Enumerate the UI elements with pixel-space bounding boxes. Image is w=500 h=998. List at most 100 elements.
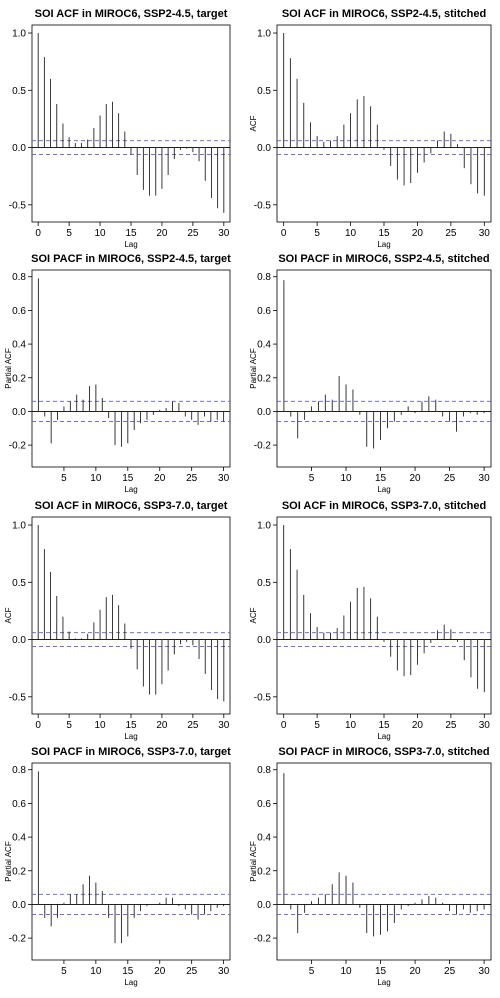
plot-frame [31,516,231,715]
chart-title: SOI ACF in MIROC6, SSP2-4.5, stitched [282,8,486,20]
x-tick-label: 30 [218,228,230,239]
x-tick-label: 30 [479,473,491,484]
y-tick-label: 0.6 [257,799,271,810]
x-tick-label: 0 [281,228,287,239]
x-tick-label: 20 [156,228,168,239]
y-tick-label: -0.2 [9,441,27,452]
x-tick-label: 15 [378,720,390,731]
x-tick-label: 15 [125,720,137,731]
x-axis-label: Lag [124,978,137,987]
x-tick-label: 10 [90,966,102,977]
chart-title: SOI ACF in MIROC6, SSP3-7.0, target [35,500,228,512]
y-tick-label: 0.0 [257,143,271,154]
x-tick-label: 30 [479,720,491,731]
x-tick-label: 25 [187,720,199,731]
plot-frame [276,516,492,715]
y-tick-label: -0.5 [254,200,272,211]
y-tick-label: 0.0 [12,635,26,646]
chart-title: SOI PACF in MIROC6, SSP2-4.5, stitched [278,253,489,265]
y-tick-label: -0.2 [254,441,272,452]
x-tick-label: 25 [444,966,456,977]
x-tick-label: 15 [122,966,134,977]
y-tick-label: 0.6 [12,306,26,317]
plot-frame [276,762,492,961]
y-tick-label: 0.6 [12,799,26,810]
y-axis-label: ACF [4,607,13,623]
y-axis-label: Partial ACF [249,348,258,389]
chart-panel-2: SOI ACF in MIROC6, SSP2-4.5, stitched 0 5 1… [249,8,492,249]
x-tick-label: 0 [35,228,41,239]
x-tick-label: 15 [375,966,387,977]
x-tick-label: 20 [154,966,166,977]
y-tick-label: 0.2 [12,373,26,384]
y-tick-label: 0.8 [257,272,271,283]
y-tick-label: 0.4 [12,833,26,844]
chart-title: SOI PACF in MIROC6, SSP3-7.0, stitched [278,746,489,758]
plot-frame [276,269,492,468]
x-tick-label: 25 [186,473,198,484]
y-axis-label: Partial ACF [249,841,258,882]
y-tick-label: 0.0 [257,635,271,646]
x-tick-label: 10 [340,473,352,484]
x-tick-label: 20 [412,720,424,731]
y-tick-label: 0.0 [257,407,271,418]
chart-title: SOI ACF in MIROC6, SSP2-4.5, target [35,8,228,20]
y-tick-label: 0.8 [257,765,271,776]
y-axis-label: Partial ACF [4,841,13,882]
x-tick-label: 25 [187,228,199,239]
x-axis-label: Lag [124,485,137,494]
x-tick-label: 30 [218,720,230,731]
y-tick-label: 0.4 [257,833,271,844]
chart-panel-4: SOI PACF in MIROC6, SSP2-4.5, stitched 5 1… [249,253,492,494]
x-tick-label: 10 [95,720,107,731]
x-tick-label: 30 [479,228,491,239]
chart-title: SOI ACF in MIROC6, SSP3-7.0, stitched [282,500,486,512]
x-tick-label: 15 [122,473,134,484]
x-tick-label: 0 [281,720,287,731]
y-tick-label: -0.5 [254,692,272,703]
x-tick-label: 5 [309,966,315,977]
x-tick-label: 5 [61,966,67,977]
chart-panel-8: SOI PACF in MIROC6, SSP3-7.0, stitched 5 1… [249,746,492,987]
plot-frame [276,24,492,223]
x-tick-label: 15 [375,473,387,484]
x-tick-label: 20 [410,966,422,977]
x-tick-label: 15 [125,228,137,239]
y-tick-label: 0.8 [12,272,26,283]
x-tick-label: 15 [378,228,390,239]
y-tick-label: 1.0 [12,29,26,40]
x-axis-label: Lag [124,240,137,249]
chart-panel-5: SOI ACF in MIROC6, SSP3-7.0, target 0 5 10 1… [4,500,231,741]
x-tick-label: 25 [186,966,198,977]
chart-panel-1: SOI ACF in MIROC6, SSP2-4.5, target 0 5 10 1… [9,8,231,249]
x-tick-label: 25 [444,473,456,484]
y-tick-label: 0.5 [257,86,271,97]
x-tick-label: 20 [410,473,422,484]
x-tick-label: 20 [154,473,166,484]
x-axis-label: Lag [377,485,390,494]
y-tick-label: 0.2 [257,866,271,877]
chart-panel-7: SOI PACF in MIROC6, SSP3-7.0, target 5 10 1… [4,746,231,987]
chart-title: SOI PACF in MIROC6, SSP2-4.5, target [31,253,231,265]
y-tick-label: 0.2 [257,373,271,384]
x-tick-label: 10 [90,473,102,484]
x-tick-label: 25 [445,228,457,239]
y-tick-label: -0.2 [254,934,272,945]
y-tick-label: 0.4 [12,340,26,351]
x-axis-label: Lag [377,240,390,249]
x-tick-label: 10 [95,228,107,239]
chart-panel-6: SOI ACF in MIROC6, SSP3-7.0, stitched 0 5 1… [249,500,492,741]
y-tick-label: 0.6 [257,306,271,317]
x-tick-label: 5 [66,228,72,239]
y-tick-label: 0.4 [257,340,271,351]
x-tick-label: 30 [218,473,230,484]
x-tick-label: 10 [340,966,352,977]
y-tick-label: 1.0 [257,521,271,532]
y-tick-label: 0.5 [12,578,26,589]
x-tick-label: 30 [479,966,491,977]
y-tick-label: 0.0 [12,407,26,418]
x-tick-label: 5 [66,720,72,731]
y-axis-label: Partial ACF [4,348,13,389]
chart-title: SOI PACF in MIROC6, SSP3-7.0, target [31,746,231,758]
y-tick-label: 0.5 [257,578,271,589]
